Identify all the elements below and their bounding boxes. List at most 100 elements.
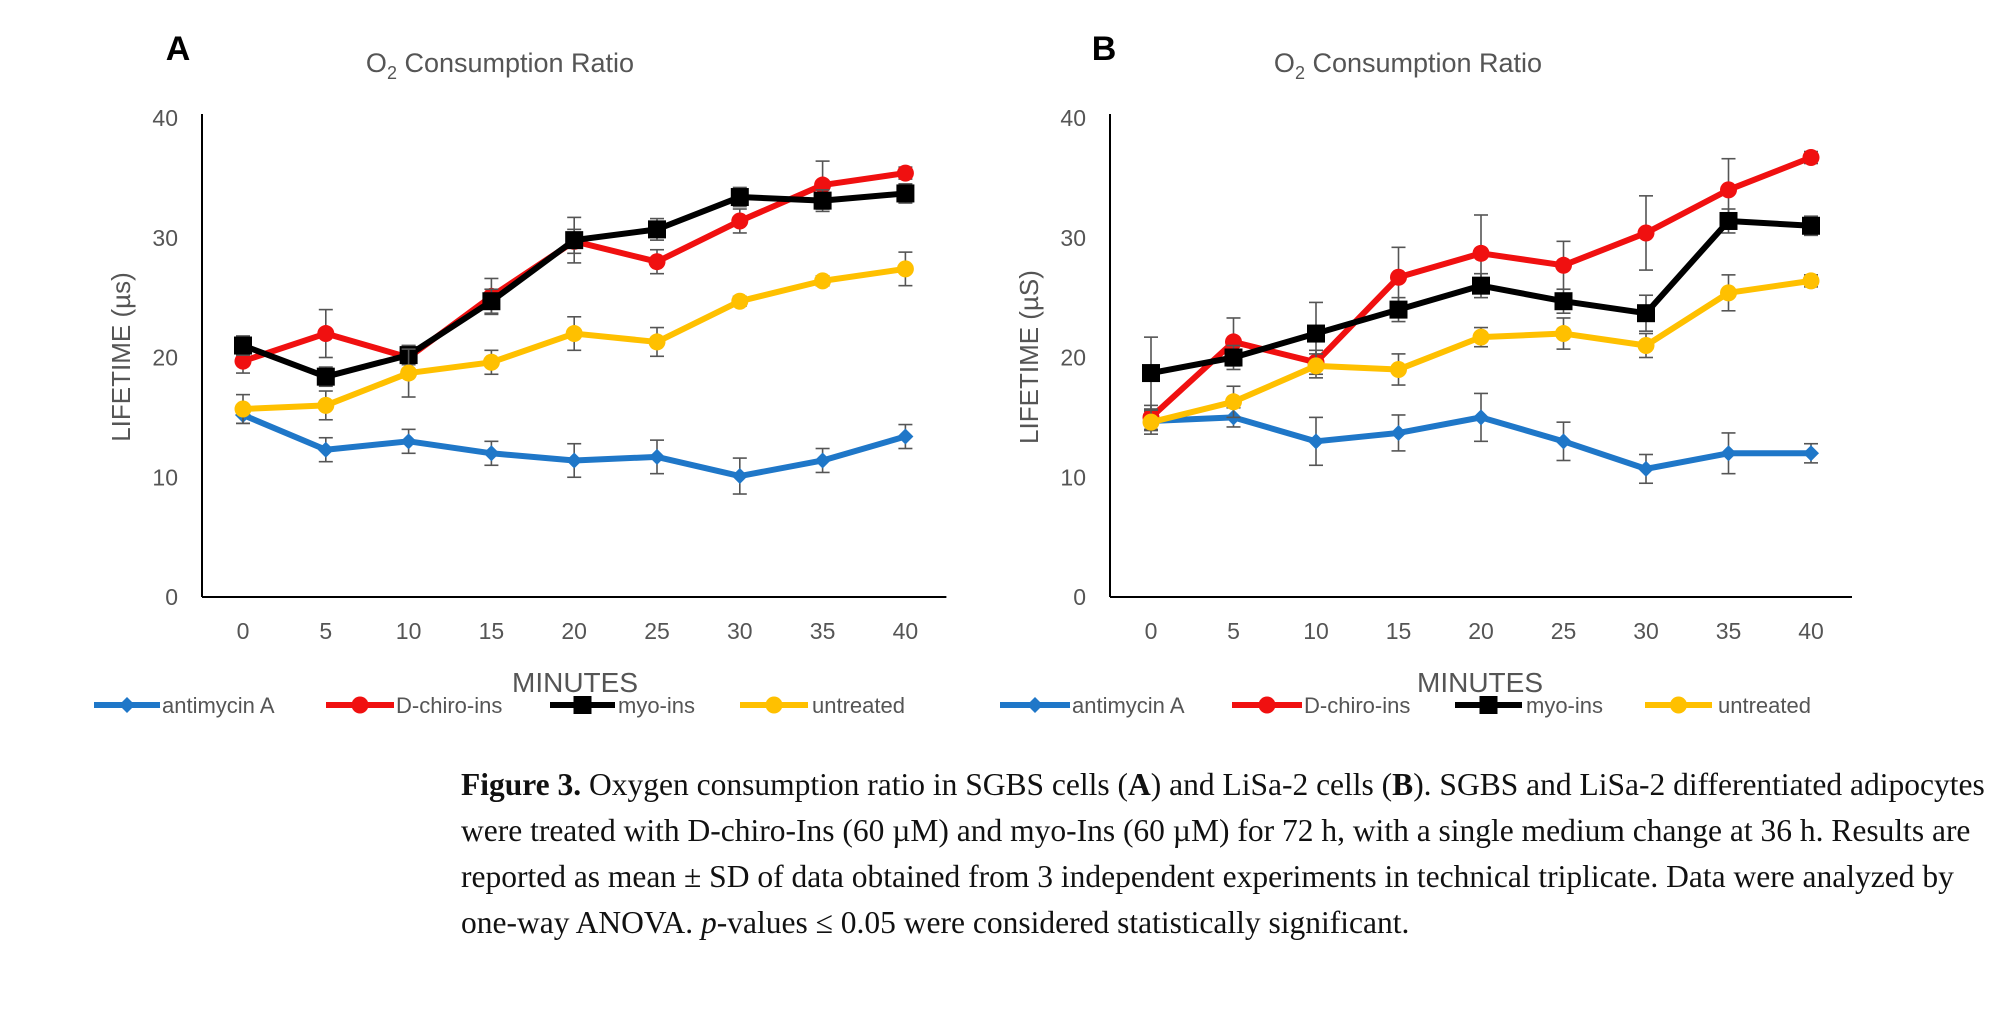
panel-a-y-tick-label: 0 bbox=[165, 584, 178, 610]
panel-b-x-tick-label: 10 bbox=[1303, 618, 1329, 644]
panel-a-y-tick-label: 40 bbox=[152, 105, 178, 131]
data-point bbox=[730, 188, 749, 207]
data-point bbox=[648, 220, 666, 239]
panel-a-series-antimycin bbox=[235, 405, 914, 495]
data-point bbox=[565, 325, 583, 343]
panel-a: A O2 Consumption Ratio 0 10 20 30 40 0 5 10 15 20 25… bbox=[94, 30, 947, 718]
data-point bbox=[317, 441, 334, 458]
panel-b-series-untreated bbox=[1142, 272, 1820, 435]
legend-marker bbox=[765, 696, 783, 714]
panel-b-x-tick-label: 5 bbox=[1227, 618, 1240, 644]
panel-b-legend-untreated: untreated bbox=[1645, 693, 1811, 718]
data-point bbox=[1555, 433, 1572, 450]
data-point bbox=[1637, 224, 1655, 242]
panel-a-x-tick-label: 30 bbox=[727, 618, 753, 644]
panel-a-title-subscript: 2 bbox=[387, 63, 397, 83]
legend-label: D-chiro-ins bbox=[396, 693, 502, 718]
data-point bbox=[1638, 460, 1654, 477]
panel-a-series-myo bbox=[234, 183, 915, 388]
data-point bbox=[1719, 211, 1738, 230]
data-point bbox=[896, 164, 914, 182]
panel-a-legend-myo: myo-ins bbox=[550, 693, 695, 718]
legend-marker bbox=[1027, 697, 1043, 713]
data-point bbox=[1390, 268, 1407, 286]
data-point bbox=[1472, 328, 1490, 346]
data-point bbox=[317, 325, 335, 343]
data-point bbox=[1802, 216, 1820, 235]
data-point bbox=[1472, 244, 1490, 262]
data-point bbox=[1307, 324, 1325, 343]
data-point bbox=[234, 352, 252, 370]
data-point bbox=[234, 336, 252, 355]
data-point bbox=[1720, 181, 1737, 199]
data-point bbox=[731, 212, 749, 230]
data-point bbox=[234, 400, 252, 418]
data-point bbox=[1307, 357, 1325, 375]
data-point bbox=[1142, 364, 1160, 383]
panel-a-letter: A bbox=[166, 30, 191, 68]
data-point bbox=[316, 367, 335, 386]
panel-b-x-tick-label: 25 bbox=[1551, 618, 1577, 644]
panel-a-title-rest: Consumption Ratio bbox=[397, 48, 634, 78]
data-point bbox=[896, 184, 915, 203]
panel-b-y-tick-label: 10 bbox=[1060, 464, 1086, 490]
caption-text-1: Oxygen consumption ratio in SGBS cells ( bbox=[581, 767, 1128, 802]
panel-b-legend-dchiro: D-chiro-ins bbox=[1232, 693, 1410, 718]
data-point bbox=[1472, 276, 1490, 295]
panel-b-y-tick-label: 20 bbox=[1060, 345, 1086, 371]
panel-a-title-main: O bbox=[366, 48, 387, 78]
data-point bbox=[1803, 445, 1819, 462]
panel-b-x-tick-label: 0 bbox=[1145, 618, 1158, 644]
data-point bbox=[483, 445, 500, 462]
panel-b-series-antimycin bbox=[1143, 392, 1819, 485]
caption-italic-p: p bbox=[701, 905, 717, 940]
data-point bbox=[648, 333, 666, 351]
panel-b-x-axis-label: MINUTES bbox=[1417, 667, 1543, 698]
panel-a-legend-antimycin: antimycin A bbox=[94, 693, 275, 718]
caption-label: Figure 3. bbox=[461, 767, 582, 802]
panel-a-x-tick-label: 15 bbox=[479, 618, 505, 644]
data-point bbox=[482, 353, 500, 371]
caption-text-2: ) and LiSa-2 cells ( bbox=[1150, 767, 1393, 802]
panel-b-title: O2 Consumption Ratio bbox=[1274, 48, 1542, 83]
caption-bold-b: B bbox=[1392, 767, 1414, 802]
legend-label: myo-ins bbox=[618, 693, 695, 718]
legend-label: antimycin A bbox=[1072, 693, 1185, 718]
panel-b-x-tick-label: 35 bbox=[1716, 618, 1742, 644]
panel-a-x-tick-label: 5 bbox=[319, 618, 332, 644]
panel-a-x-tick-label: 25 bbox=[644, 618, 670, 644]
legend-label: myo-ins bbox=[1526, 693, 1603, 718]
data-point bbox=[648, 253, 666, 271]
data-point bbox=[896, 260, 914, 278]
panel-a-y-tick-label: 10 bbox=[152, 464, 178, 490]
data-point bbox=[1802, 272, 1820, 290]
caption-text-3: ). SGBS and LiSa-2 differentiated adipoc… bbox=[461, 767, 1985, 940]
panel-a-series-untreated bbox=[234, 251, 914, 425]
legend-marker bbox=[1670, 696, 1687, 714]
panel-b-x-tick-label: 40 bbox=[1798, 618, 1824, 644]
legend-marker bbox=[1258, 696, 1276, 714]
data-point bbox=[1390, 424, 1407, 441]
data-point bbox=[813, 191, 832, 210]
legend-label: antimycin A bbox=[162, 693, 275, 718]
panel-b-letter: B bbox=[1092, 30, 1117, 68]
data-point bbox=[1389, 300, 1408, 319]
data-point bbox=[565, 231, 584, 250]
panel-a-legend-dchiro: D-chiro-ins bbox=[326, 693, 502, 718]
data-point bbox=[400, 364, 418, 382]
legend-label: untreated bbox=[1718, 693, 1811, 718]
panel-b: B O2 Consumption Ratio 0 10 20 30 40 0 5 10 15 20 25… bbox=[1000, 30, 1852, 718]
panel-a-title: O2 Consumption Ratio bbox=[366, 48, 634, 83]
panel-b-legend-antimycin: antimycin A bbox=[1000, 693, 1185, 718]
panel-a-legend-untreated: untreated bbox=[740, 693, 905, 718]
panel-b-y-tick-label: 0 bbox=[1073, 584, 1086, 610]
panel-b-y-axis-label: LIFETIME (µS) bbox=[1014, 270, 1044, 444]
data-point bbox=[400, 433, 417, 450]
legend-marker bbox=[573, 696, 592, 714]
figure-caption: Figure 3. Oxygen consumption ratio in SG… bbox=[461, 762, 2001, 946]
panel-b-x-tick-label: 20 bbox=[1468, 618, 1494, 644]
panel-a-x-tick-label: 35 bbox=[810, 618, 836, 644]
data-point bbox=[731, 468, 748, 485]
data-point bbox=[897, 428, 914, 445]
data-point bbox=[649, 448, 665, 465]
